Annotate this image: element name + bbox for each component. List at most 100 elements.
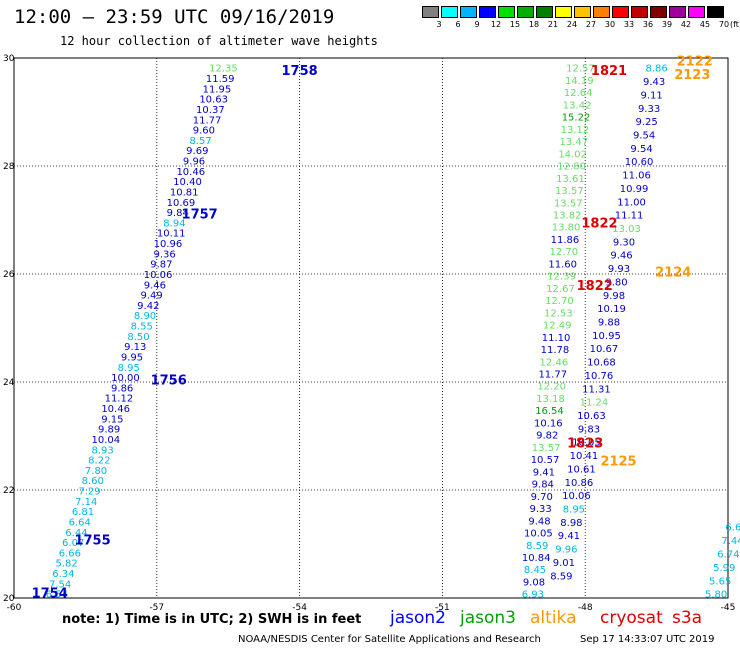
- swh-value-label: 9.30: [613, 237, 635, 248]
- colorbar-tick-label: 33: [623, 20, 635, 29]
- colorbar-swatch: [536, 6, 553, 18]
- swh-value-label: 9.88: [598, 318, 620, 329]
- swh-value-label: 8.45: [524, 565, 546, 576]
- swh-value-label: 13.42: [563, 100, 592, 111]
- swh-value-label: 10.46: [101, 404, 130, 415]
- swh-value-label: 9.08: [523, 577, 545, 588]
- swh-value-label: 6.34: [52, 569, 74, 580]
- colorbar-tick-label: 39: [661, 20, 673, 29]
- colorbar-swatch: [479, 6, 496, 18]
- swh-value-label: 8.90: [134, 311, 156, 322]
- swh-value-label: 11.77: [538, 370, 567, 381]
- colorbar-tick-label: 36: [642, 20, 654, 29]
- swh-value-label: 9.93: [608, 264, 630, 275]
- swh-value-label: 10.41: [570, 451, 599, 462]
- swh-value-label: 13.82: [553, 210, 582, 221]
- colorbar-tick-label: 45: [699, 20, 711, 29]
- swh-value-label: 13.12: [561, 125, 590, 136]
- legend-s3a: s3a: [672, 608, 703, 628]
- swh-value-label: 11.10: [542, 333, 571, 344]
- pass-number-label: 1755: [74, 534, 110, 549]
- swh-value-label: 9.25: [635, 117, 657, 128]
- swh-value-label: 9.41: [558, 531, 580, 542]
- swh-value-label: 10.11: [157, 229, 186, 240]
- x-tick-label: -48: [578, 603, 593, 613]
- swh-value-label: 10.99: [620, 184, 649, 195]
- swh-value-label: 9.42: [137, 301, 159, 312]
- swh-value-label: 9.11: [640, 90, 662, 101]
- swh-value-label: 8.55: [131, 322, 153, 333]
- swh-value-label: 9.43: [643, 77, 665, 88]
- swh-value-label: 8.98: [560, 518, 582, 529]
- colorbar-swatch: [631, 6, 648, 18]
- swh-value-label: 9.13: [124, 342, 146, 353]
- swh-value-label: 9.41: [533, 467, 555, 478]
- swh-value-label: 9.89: [98, 425, 120, 436]
- swh-value-label: 8.50: [127, 332, 149, 343]
- swh-value-label: 10.95: [592, 331, 621, 342]
- colorbar-tick-label: 15: [509, 20, 521, 29]
- legend-cryosat: cryosat: [600, 608, 663, 628]
- x-tick-label: -60: [7, 603, 22, 613]
- colorbar-swatch: [612, 6, 629, 18]
- swh-value-label: 9.33: [529, 504, 551, 515]
- y-tick-label: 22: [3, 486, 14, 496]
- swh-value-label: 12.70: [545, 296, 574, 307]
- colorbar-tick-label: 70: [718, 20, 730, 29]
- colorbar-swatch: [517, 6, 534, 18]
- swh-value-label: 13.47: [559, 137, 588, 148]
- pass-number-label: 1758: [282, 64, 318, 79]
- swh-value-label: 10.84: [522, 553, 551, 564]
- swh-value-label: 12.70: [550, 247, 579, 258]
- swh-value-label: 9.49: [140, 291, 162, 302]
- swh-value-label: 9.33: [638, 104, 660, 115]
- swh-value-label: 9.46: [610, 251, 632, 262]
- swh-value-label: 6.64: [725, 523, 740, 534]
- swh-value-label: 8.57: [189, 136, 211, 147]
- colorbar-swatch: [593, 6, 610, 18]
- swh-value-label: 11.11: [615, 211, 644, 222]
- swh-value-label: 6.81: [72, 507, 94, 518]
- colorbar-tick-label: 21: [547, 20, 559, 29]
- swh-value-label: 8.93: [91, 445, 113, 456]
- swh-value-label: 12.20: [537, 382, 566, 393]
- swh-value-label: 10.06: [562, 491, 591, 502]
- colorbar-swatch: [688, 6, 705, 18]
- swh-value-label: 13.03: [612, 224, 641, 235]
- swh-value-label: 10.57: [531, 455, 560, 466]
- legend-altika: altika: [530, 608, 577, 628]
- swh-value-label: 11.12: [105, 394, 134, 405]
- swh-value-label: 11.77: [193, 115, 222, 126]
- swh-value-label: 12.49: [543, 321, 572, 332]
- swh-value-label: 12.35: [209, 64, 238, 75]
- swh-value-label: 10.05: [524, 529, 553, 540]
- swh-value-label: 9.87: [150, 260, 172, 271]
- swh-value-label: 9.82: [536, 431, 558, 442]
- legend-jason3: jason3: [460, 608, 516, 628]
- chart-title: 12:00 — 23:59 UTC 09/16/2019: [14, 6, 335, 28]
- colorbar-tick-label: 9: [474, 20, 480, 29]
- swh-value-label: 9.86: [111, 383, 133, 394]
- colorbar-tick-label: 24: [566, 20, 578, 29]
- pass-number-label: 2125: [600, 454, 636, 469]
- swh-value-label: 9.98: [603, 291, 625, 302]
- swh-value-label: 9.36: [154, 249, 176, 260]
- swh-value-label: 6.54: [46, 590, 68, 601]
- pass-number-label: 2123: [674, 68, 710, 83]
- swh-value-label: 8.94: [163, 218, 185, 229]
- swh-value-label: 12.53: [544, 308, 573, 319]
- pass-number-label: 1822: [581, 217, 617, 232]
- credit-line: NOAA/NESDIS Center for Satellite Applica…: [238, 634, 541, 645]
- swh-value-label: 11.78: [541, 345, 570, 356]
- swh-value-label: 10.86: [565, 478, 594, 489]
- swh-value-label: 12.67: [546, 284, 575, 295]
- swh-value-label: 14.02: [558, 149, 587, 160]
- swh-value-label: 9.70: [531, 492, 553, 503]
- swh-value-label: 5.99: [713, 563, 735, 574]
- x-tick-label: -57: [149, 603, 164, 613]
- swh-value-label: 8.95: [563, 505, 585, 516]
- pass-number-label: 1821: [591, 64, 627, 79]
- swh-value-label: 9.83: [578, 424, 600, 435]
- x-tick-label: -54: [292, 603, 307, 613]
- swh-value-label: 15.22: [562, 113, 591, 124]
